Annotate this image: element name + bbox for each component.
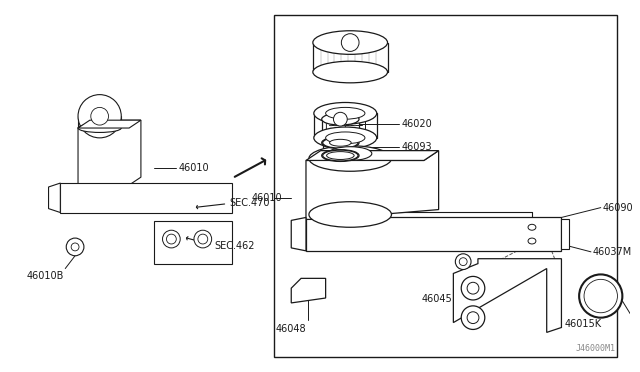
- Text: SEC.462: SEC.462: [214, 241, 255, 251]
- Ellipse shape: [314, 127, 377, 149]
- Circle shape: [91, 108, 109, 125]
- Bar: [273, 15, 618, 357]
- Polygon shape: [49, 183, 60, 212]
- Ellipse shape: [309, 202, 392, 227]
- Polygon shape: [291, 278, 326, 303]
- Circle shape: [584, 279, 618, 313]
- Ellipse shape: [322, 137, 359, 149]
- Text: SEC.470: SEC.470: [229, 198, 270, 208]
- Circle shape: [166, 234, 176, 244]
- Bar: [561, 219, 570, 249]
- Circle shape: [579, 275, 622, 318]
- Circle shape: [163, 230, 180, 248]
- Polygon shape: [291, 218, 306, 251]
- Text: 46010B: 46010B: [27, 272, 64, 281]
- Text: 46010: 46010: [179, 163, 209, 173]
- Ellipse shape: [314, 102, 377, 124]
- Polygon shape: [154, 221, 232, 264]
- Circle shape: [341, 34, 359, 51]
- Text: J46000M1: J46000M1: [575, 344, 616, 353]
- Ellipse shape: [326, 132, 365, 144]
- Polygon shape: [306, 151, 438, 160]
- Text: 46093: 46093: [401, 142, 432, 152]
- Ellipse shape: [330, 140, 351, 146]
- Text: 46015K: 46015K: [564, 318, 602, 328]
- Ellipse shape: [328, 147, 372, 160]
- Text: 46045: 46045: [422, 294, 452, 304]
- Polygon shape: [306, 218, 561, 251]
- Ellipse shape: [322, 113, 359, 125]
- Ellipse shape: [309, 146, 392, 171]
- Circle shape: [66, 238, 84, 256]
- Text: 46048: 46048: [276, 324, 307, 334]
- Text: 46090: 46090: [603, 203, 634, 213]
- Circle shape: [460, 258, 467, 266]
- Circle shape: [461, 276, 485, 300]
- Ellipse shape: [528, 224, 536, 230]
- Polygon shape: [78, 120, 141, 185]
- Polygon shape: [306, 151, 438, 219]
- Circle shape: [333, 112, 348, 126]
- Ellipse shape: [323, 137, 358, 148]
- Polygon shape: [453, 259, 561, 333]
- Circle shape: [198, 234, 208, 244]
- Text: 46010: 46010: [252, 193, 283, 203]
- Circle shape: [78, 94, 121, 138]
- Ellipse shape: [323, 150, 358, 161]
- Ellipse shape: [326, 152, 354, 160]
- Circle shape: [194, 230, 212, 248]
- Circle shape: [455, 254, 471, 270]
- Ellipse shape: [322, 150, 359, 161]
- Ellipse shape: [313, 31, 388, 54]
- Ellipse shape: [78, 124, 121, 132]
- Text: 46037M: 46037M: [593, 247, 632, 257]
- Circle shape: [71, 243, 79, 251]
- Text: 46020: 46020: [401, 119, 432, 129]
- Circle shape: [467, 312, 479, 324]
- Circle shape: [461, 306, 485, 330]
- Circle shape: [467, 282, 479, 294]
- Ellipse shape: [313, 61, 388, 83]
- Ellipse shape: [326, 108, 365, 119]
- Polygon shape: [60, 183, 232, 212]
- Polygon shape: [78, 120, 141, 128]
- Ellipse shape: [528, 238, 536, 244]
